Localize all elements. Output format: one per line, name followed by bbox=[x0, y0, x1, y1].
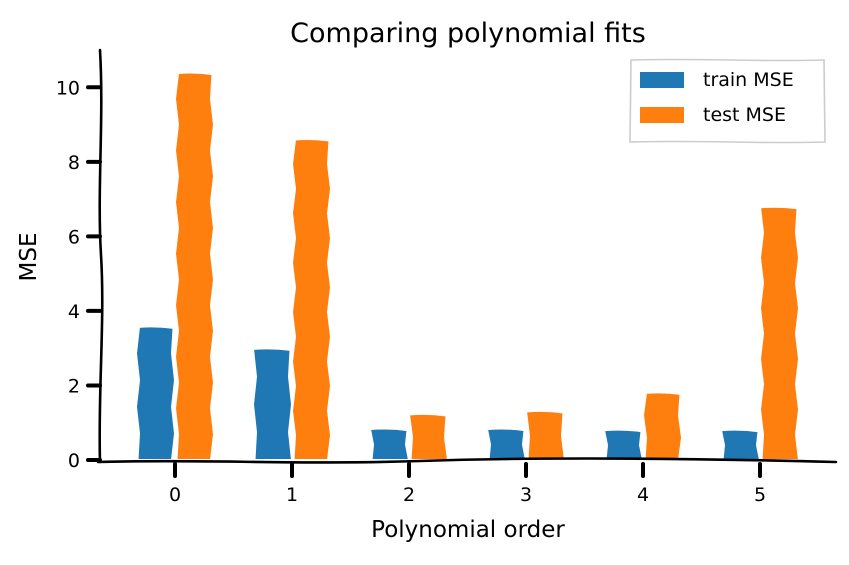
bar-train-mse-2 bbox=[369, 427, 410, 461]
y-tick-label-4: 4 bbox=[68, 301, 80, 323]
y-tick-label-0: 0 bbox=[68, 450, 80, 472]
x-tick-label-0: 0 bbox=[169, 484, 181, 506]
legend-label-test-mse: test MSE bbox=[703, 104, 786, 126]
bar-train-mse-3 bbox=[486, 427, 527, 461]
x-tick-label-3: 3 bbox=[520, 484, 532, 506]
chart-title: Comparing polynomial fits bbox=[290, 18, 646, 49]
bar-test-mse-1 bbox=[291, 137, 332, 461]
bar-train-mse-0 bbox=[135, 325, 176, 461]
bar-train-mse-4 bbox=[603, 428, 644, 461]
x-tick-label-1: 1 bbox=[286, 484, 298, 506]
bar-test-mse-4 bbox=[642, 391, 683, 461]
x-tick-label-5: 5 bbox=[754, 484, 766, 506]
bar-train-mse-1 bbox=[252, 347, 293, 461]
axes: 0 2 4 6 8 10 0 1 2 3 4 5 bbox=[56, 48, 838, 506]
x-axis-line bbox=[96, 457, 838, 464]
legend: train MSE test MSE bbox=[629, 58, 826, 144]
bar-test-mse-3 bbox=[525, 409, 566, 461]
x-tick-label-4: 4 bbox=[637, 484, 649, 506]
y-tick-label-6: 6 bbox=[68, 226, 80, 248]
bar-train-mse-5 bbox=[720, 428, 761, 461]
legend-swatch-test-mse bbox=[640, 107, 684, 123]
bar-test-mse-0 bbox=[174, 71, 215, 461]
x-axis-label: Polynomial order bbox=[371, 517, 565, 543]
plot-area bbox=[135, 71, 800, 461]
bar-test-mse-5 bbox=[759, 205, 800, 461]
y-tick-label-2: 2 bbox=[68, 375, 80, 397]
bar-test-mse-2 bbox=[408, 412, 449, 461]
y-axis-line bbox=[98, 48, 104, 464]
y-tick-label-10: 10 bbox=[56, 77, 80, 99]
legend-label-train-mse: train MSE bbox=[703, 69, 794, 91]
y-axis-label: MSE bbox=[16, 233, 42, 282]
y-tick-label-8: 8 bbox=[68, 152, 80, 174]
x-tick-label-2: 2 bbox=[403, 484, 415, 506]
legend-swatch-train-mse bbox=[640, 72, 684, 88]
